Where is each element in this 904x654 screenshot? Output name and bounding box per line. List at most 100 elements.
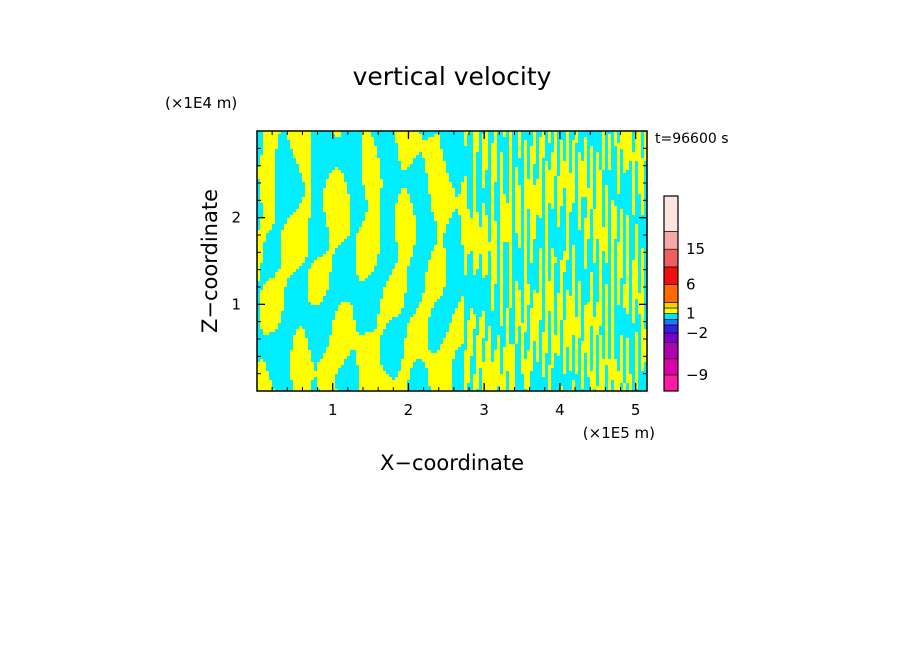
field-positive-segment (641, 335, 647, 338)
field-positive-segment (422, 152, 443, 155)
field-positive-segment (473, 146, 479, 149)
field-positive-segment (635, 224, 638, 227)
field-positive-segment (587, 209, 590, 212)
field-positive-segment (596, 152, 599, 155)
field-positive-segment (626, 341, 629, 344)
field-positive-segment (641, 347, 647, 350)
field-positive-segment (500, 302, 503, 305)
field-positive-segment (395, 377, 410, 380)
field-positive-segment (530, 347, 533, 350)
field-positive-segment (323, 191, 347, 194)
field-positive-segment (530, 152, 536, 155)
field-positive-segment (518, 155, 521, 158)
field-positive-segment (572, 254, 575, 257)
field-positive-segment (476, 335, 485, 338)
field-positive-segment (572, 269, 575, 272)
field-positive-segment (362, 152, 377, 155)
field-positive-segment (566, 131, 569, 134)
field-positive-segment (470, 317, 476, 320)
field-positive-segment (584, 317, 602, 320)
field-positive-segment (644, 143, 647, 146)
field-positive-segment (362, 176, 380, 179)
field-positive-segment (491, 293, 494, 296)
field-positive-segment (422, 293, 443, 296)
field-positive-segment (530, 254, 533, 257)
field-positive-segment (560, 140, 563, 143)
field-positive-segment (611, 278, 614, 281)
field-positive-segment (638, 161, 644, 164)
field-positive-segment (509, 191, 512, 194)
field-positive-segment (491, 269, 497, 272)
field-positive-segment (482, 257, 488, 260)
field-positive-segment (560, 170, 569, 173)
field-positive-segment (473, 260, 479, 263)
field-positive-segment (641, 284, 644, 287)
field-positive-segment (620, 230, 623, 233)
field-positive-segment (491, 173, 497, 176)
field-positive-segment (572, 161, 575, 164)
field-positive-segment (611, 329, 614, 332)
velocity-field (257, 131, 647, 391)
field-positive-segment (524, 206, 542, 209)
field-positive-segment (506, 317, 509, 320)
field-positive-segment (293, 155, 311, 158)
field-positive-segment (500, 314, 503, 317)
field-positive-segment (551, 251, 554, 254)
field-positive-segment (632, 308, 635, 311)
field-positive-segment (434, 248, 446, 251)
field-positive-segment (524, 299, 530, 302)
field-positive-segment (260, 179, 275, 182)
field-positive-segment (263, 203, 275, 206)
field-positive-segment (524, 383, 530, 386)
field-positive-segment (482, 377, 506, 380)
field-positive-segment (257, 239, 266, 242)
field-positive-segment (326, 179, 344, 182)
field-positive-segment (482, 146, 488, 149)
field-positive-segment (524, 155, 527, 158)
field-positive-segment (623, 386, 626, 389)
field-positive-segment (566, 311, 575, 314)
field-positive-segment (500, 311, 503, 314)
field-positive-segment (593, 368, 596, 371)
field-positive-segment (431, 254, 446, 257)
field-positive-segment (551, 332, 554, 335)
field-positive-segment (257, 278, 260, 281)
field-positive-segment (575, 335, 581, 338)
field-positive-segment (524, 248, 527, 251)
field-positive-segment (617, 293, 620, 296)
field-positive-segment (611, 317, 614, 320)
field-positive-segment (362, 149, 377, 152)
field-positive-segment (491, 254, 497, 257)
field-positive-segment (500, 260, 503, 263)
field-positive-segment (485, 344, 491, 347)
field-positive-segment (524, 314, 527, 317)
field-positive-segment (617, 152, 620, 155)
field-positive-segment (545, 212, 548, 215)
field-positive-segment (539, 149, 545, 152)
field-positive-segment (599, 293, 602, 296)
field-positive-segment (551, 356, 554, 359)
field-positive-segment (626, 260, 629, 263)
field-positive-segment (545, 182, 554, 185)
field-positive-segment (473, 254, 479, 257)
field-positive-segment (617, 191, 620, 194)
field-positive-segment (584, 236, 590, 239)
field-positive-segment (302, 197, 311, 200)
field-positive-segment (581, 371, 584, 374)
field-positive-segment (578, 191, 593, 194)
field-positive-segment (599, 344, 602, 347)
field-positive-segment (635, 245, 638, 248)
field-positive-segment (521, 371, 530, 374)
field-positive-segment (515, 215, 521, 218)
field-positive-segment (260, 188, 275, 191)
field-positive-segment (599, 353, 602, 356)
field-positive-segment (626, 374, 632, 377)
field-positive-segment (593, 245, 596, 248)
field-positive-segment (620, 335, 623, 338)
field-positive-segment (509, 296, 512, 299)
field-positive-segment (362, 158, 380, 161)
field-positive-segment (509, 254, 512, 257)
field-positive-segment (533, 296, 542, 299)
field-positive-segment (464, 383, 467, 386)
colorbar-tick-label: 15 (686, 240, 705, 258)
